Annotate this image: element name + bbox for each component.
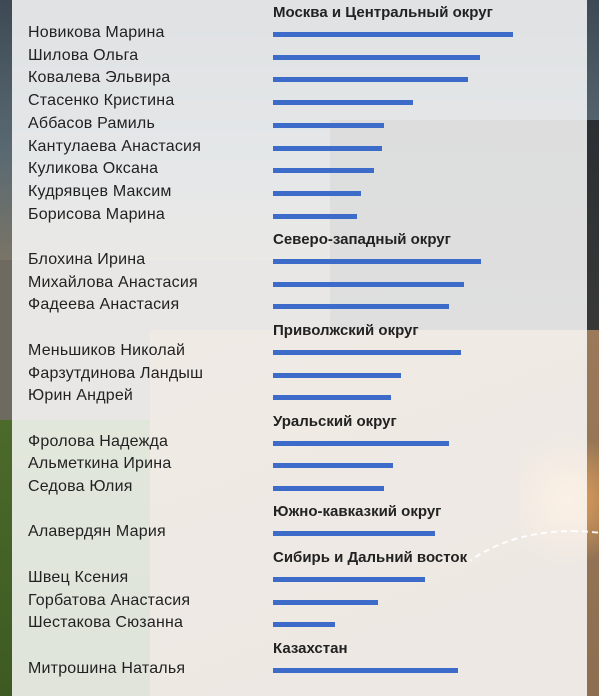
- score-bar: [273, 100, 413, 106]
- person-name: Седова Юлия: [28, 478, 133, 495]
- score-bar: [273, 77, 468, 83]
- score-bar: [273, 667, 458, 673]
- score-bar: [273, 32, 513, 37]
- person-name: Стасенко Кристина: [28, 92, 175, 110]
- score-bar: [273, 440, 449, 446]
- person-name: Меньшиков Николай: [28, 341, 186, 359]
- score-bar: [273, 168, 374, 174]
- score-bar: [273, 190, 361, 196]
- person-name: Блохина Ирина: [28, 251, 146, 268]
- person-name: Шестакова Сюзанна: [28, 614, 184, 632]
- person-name: Алавердян Мария: [28, 523, 166, 541]
- score-bar: [273, 281, 464, 287]
- person-name: Куликова Оксана: [28, 160, 159, 178]
- score-bar: [273, 372, 401, 378]
- score-bar: [273, 213, 357, 219]
- person-name: Альметкина Ирина: [28, 455, 172, 473]
- person-name: Горбатова Анастасия: [28, 591, 191, 609]
- person-name: Шилова Ольга: [28, 46, 139, 64]
- score-bar: [273, 145, 382, 151]
- score-bar: [273, 576, 425, 582]
- group-header: Северо-западный округ: [273, 231, 451, 248]
- group-header: Уральский округ: [273, 412, 397, 430]
- group-header: Сибирь и Дальний восток: [273, 548, 468, 566]
- score-bar: [273, 622, 335, 628]
- score-bar: [273, 304, 449, 310]
- person-name: Аббасов Рамиль: [28, 114, 156, 132]
- person-name: Ковалева Эльвира: [28, 69, 171, 87]
- score-bar: [273, 463, 393, 469]
- person-name: Кантулаева Анастасия: [28, 137, 202, 155]
- score-bar: [273, 599, 378, 605]
- person-name: Михайлова Анастасия: [28, 273, 198, 291]
- person-name: Фролова Надежда: [28, 432, 169, 450]
- person-name: Кудрявцев Максим: [28, 182, 172, 200]
- person-name: Фадеева Анастасия: [28, 296, 180, 314]
- score-bar: [273, 486, 384, 491]
- person-name: Швец Ксения: [28, 568, 129, 586]
- person-name: Новикова Марина: [28, 24, 165, 41]
- score-bar: [273, 349, 461, 355]
- score-bar: [273, 122, 384, 128]
- group-header: Приволжский округ: [273, 321, 419, 339]
- score-bar: [273, 54, 480, 60]
- group-header: Москва и Центральный округ: [273, 4, 493, 21]
- group-header: Казахстан: [273, 639, 348, 657]
- score-bar: [273, 531, 435, 537]
- score-bar: [273, 395, 391, 401]
- person-name: Митрошина Наталья: [28, 659, 186, 677]
- person-name: Борисова Марина: [28, 205, 165, 223]
- group-header: Южно-кавказкий округ: [273, 503, 442, 521]
- person-name: Фарзутдинова Ландыш: [28, 364, 204, 382]
- score-bar: [273, 259, 481, 264]
- person-name: Юрин Андрей: [28, 387, 134, 405]
